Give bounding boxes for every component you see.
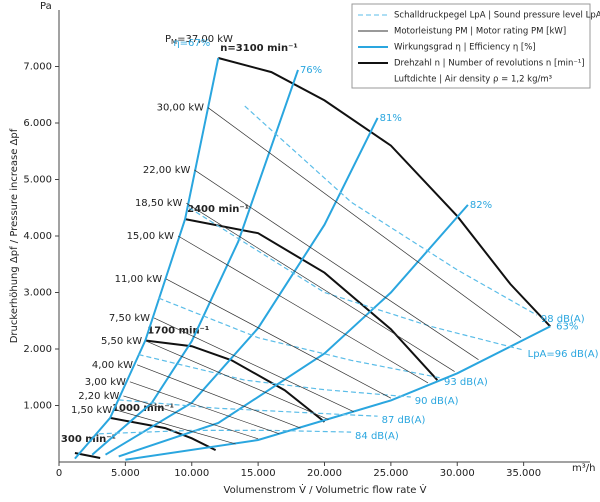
- y-tick-label: 7.000: [23, 62, 52, 73]
- efficiency-label: 76%: [300, 65, 322, 76]
- speed-label: 300 min⁻¹: [61, 434, 116, 445]
- motor-annotation: PM=37,00 kW: [165, 34, 233, 46]
- sound-label: 90 dB(A): [415, 396, 459, 407]
- power-curve: [194, 169, 479, 360]
- efficiency-label: 63%: [556, 321, 578, 332]
- power-curve: [207, 107, 522, 338]
- sound-label: 93 dB(A): [444, 377, 488, 388]
- x-tick-label: 35.000: [506, 468, 541, 479]
- power-curve: [177, 235, 429, 384]
- x-axis-label: Volumenstrom V̇ / Volumetric flow rate V…: [224, 483, 427, 496]
- power-curve: [116, 409, 236, 445]
- efficiency-curve: [125, 325, 551, 461]
- x-tick-label: 0: [56, 468, 62, 479]
- legend: Schalldruckpegel LpA | Sound pressure le…: [351, 3, 600, 89]
- efficiency-label: 82%: [470, 200, 492, 211]
- power-label: 15,00 kW: [127, 231, 175, 242]
- legend-text: Motorleistung PM | Motor rating PM [kW]: [394, 27, 566, 37]
- power-label: 7,50 kW: [109, 313, 150, 324]
- motor-sub: M: [171, 38, 177, 46]
- power-curve: [129, 381, 280, 435]
- motor-p: P: [165, 34, 171, 45]
- legend-text: Luftdichte | Air density ρ = 1,2 kg/m³: [394, 75, 552, 85]
- sound-label: 84 dB(A): [355, 431, 399, 442]
- speed-curve: [145, 339, 326, 423]
- legend-text: Drehzahl n | Number of revolutions n [mi…: [394, 59, 585, 69]
- y-tick-label: 4.000: [23, 231, 52, 242]
- x-tick-label: 25.000: [373, 468, 408, 479]
- power-curve: [145, 340, 329, 420]
- x-tick-label: 20.000: [307, 468, 342, 479]
- power-label: 18,50 kW: [135, 198, 183, 209]
- y-axis-label: Druckerhöhung Δpf / Pressure increase Δp…: [9, 128, 20, 343]
- speed-curve: [184, 218, 439, 381]
- efficiency-label: η=67%: [173, 38, 210, 49]
- power-label: 2,20 kW: [78, 391, 119, 402]
- power-label: 4,00 kW: [92, 360, 133, 371]
- speed-label: 1700 min⁻¹: [147, 326, 209, 337]
- power-curve: [165, 278, 392, 399]
- sound-label: LpA=96 dB(A): [528, 349, 599, 360]
- sound-curve: [118, 399, 378, 417]
- y-tick-label: 1.000: [23, 401, 52, 412]
- sound-curve: [138, 354, 411, 398]
- sound-curve: [244, 105, 538, 316]
- efficiency-curve: [91, 69, 299, 456]
- sound-curve: [158, 297, 441, 379]
- x-tick-label: 15.000: [241, 468, 276, 479]
- power-label: 5,50 kW: [101, 336, 142, 347]
- x-tick-label: 10.000: [174, 468, 209, 479]
- sound-label: 87 dB(A): [382, 415, 426, 426]
- x-unit: m³/h: [572, 463, 595, 474]
- power-label: 30,00 kW: [157, 103, 205, 114]
- y-tick-label: 5.000: [23, 175, 52, 186]
- speed-curve: [109, 416, 217, 451]
- x-tick-label: 5.000: [111, 468, 140, 479]
- power-curve: [186, 202, 455, 372]
- sound-curve: [98, 429, 352, 435]
- legend-box: [351, 3, 591, 89]
- y-tick-label: 6.000: [23, 118, 52, 129]
- y-tick-label: 3.000: [23, 288, 52, 299]
- sound-label: 98 dB(A): [541, 314, 585, 325]
- speed-label: n=3100 min⁻¹: [220, 43, 297, 54]
- speed-label: 1000 min⁻¹: [112, 403, 174, 414]
- speed-curve: [218, 57, 551, 328]
- efficiency-curve: [74, 57, 220, 460]
- motor-text: =37,00 kW: [177, 34, 233, 45]
- y-tick-label: 2.000: [23, 344, 52, 355]
- power-curve: [136, 364, 301, 429]
- x-tick-label: 30.000: [440, 468, 475, 479]
- power-label: 3,00 kW: [85, 377, 126, 388]
- efficiency-label: 81%: [380, 113, 402, 124]
- y-unit: Pa: [40, 1, 52, 12]
- power-label: 22,00 kW: [143, 165, 191, 176]
- power-label: 1,50 kW: [71, 405, 112, 416]
- power-label: 11,00 kW: [115, 274, 163, 285]
- efficiency-curve: [118, 204, 469, 458]
- speed-label: 2400 min⁻¹: [187, 204, 249, 215]
- power-curve: [123, 395, 259, 440]
- legend-text: Schalldruckpegel LpA | Sound pressure le…: [394, 11, 600, 21]
- power-curve: [153, 317, 354, 413]
- legend-text: Wirkungsgrad η | Efficiency η [%]: [394, 43, 536, 53]
